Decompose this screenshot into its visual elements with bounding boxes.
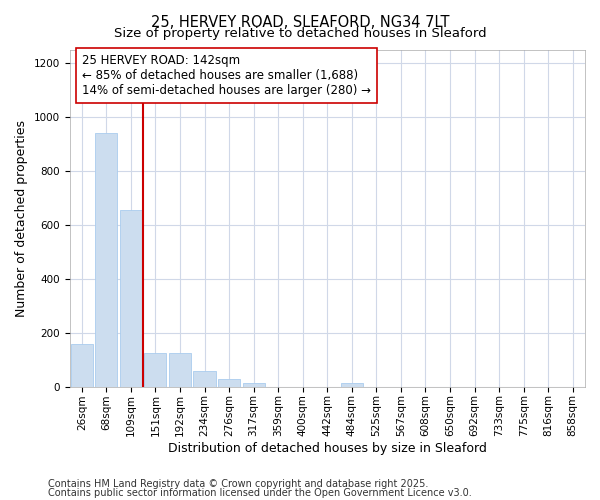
Text: Size of property relative to detached houses in Sleaford: Size of property relative to detached ho… — [113, 28, 487, 40]
Text: Contains HM Land Registry data © Crown copyright and database right 2025.: Contains HM Land Registry data © Crown c… — [48, 479, 428, 489]
Bar — [218, 378, 240, 386]
Text: 25 HERVEY ROAD: 142sqm
← 85% of detached houses are smaller (1,688)
14% of semi-: 25 HERVEY ROAD: 142sqm ← 85% of detached… — [82, 54, 371, 97]
Bar — [169, 353, 191, 386]
Bar — [145, 353, 166, 386]
X-axis label: Distribution of detached houses by size in Sleaford: Distribution of detached houses by size … — [168, 442, 487, 455]
Y-axis label: Number of detached properties: Number of detached properties — [15, 120, 28, 317]
Bar — [341, 382, 363, 386]
Bar — [242, 382, 265, 386]
Text: Contains public sector information licensed under the Open Government Licence v3: Contains public sector information licen… — [48, 488, 472, 498]
Bar — [193, 372, 215, 386]
Bar — [95, 134, 118, 386]
Bar — [120, 210, 142, 386]
Bar — [71, 344, 93, 386]
Text: 25, HERVEY ROAD, SLEAFORD, NG34 7LT: 25, HERVEY ROAD, SLEAFORD, NG34 7LT — [151, 15, 449, 30]
